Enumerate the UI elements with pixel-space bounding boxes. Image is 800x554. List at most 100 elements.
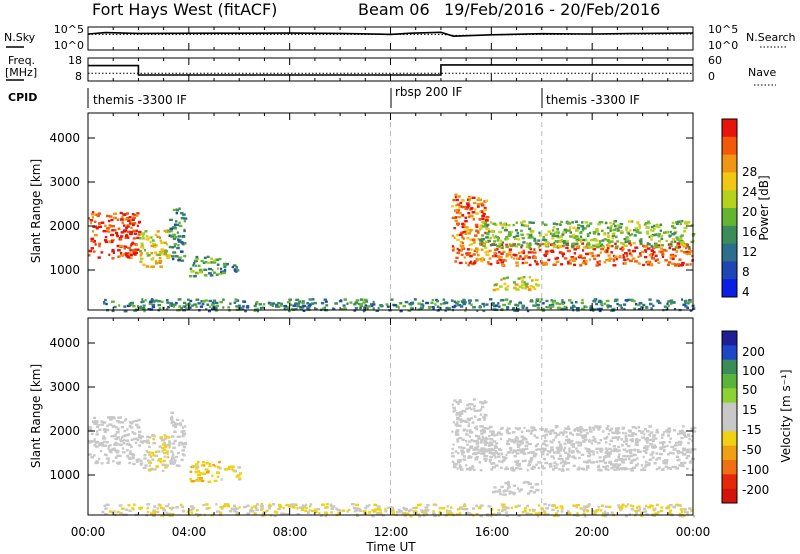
rti-cell	[139, 459, 143, 463]
rti-cell	[543, 439, 548, 443]
rti-cell	[256, 503, 260, 506]
rti-cell	[488, 434, 491, 438]
rti-cell	[465, 252, 469, 255]
xtick-08: 08:00	[273, 525, 308, 539]
rti-cell	[628, 242, 632, 245]
rti-cell	[183, 441, 187, 445]
rti-cell	[663, 449, 666, 453]
rti-cell	[644, 244, 649, 248]
rti-cell	[307, 305, 312, 308]
rti-cell	[533, 256, 537, 259]
rti-cell	[505, 245, 509, 249]
rti-cell	[451, 460, 455, 463]
rti-cell	[603, 233, 607, 236]
rti-cell	[409, 303, 412, 306]
rti-cell	[633, 234, 637, 237]
rti-cell	[589, 222, 593, 225]
rti-cell	[522, 220, 526, 223]
rti-cell	[516, 437, 519, 440]
rti-cell	[645, 460, 648, 464]
rti-cell	[638, 231, 642, 234]
rti-cell	[235, 305, 239, 308]
rti-cell	[475, 247, 479, 250]
rti-cell	[553, 431, 557, 435]
rti-cell	[459, 201, 463, 205]
rti-cell	[618, 254, 622, 258]
rti-cell	[306, 302, 310, 305]
rti-cell	[603, 250, 606, 253]
rti-cell	[608, 241, 611, 244]
rti-cell	[530, 232, 533, 236]
rti-cell	[585, 432, 589, 435]
rti-cell	[122, 442, 126, 445]
rti-cell	[283, 512, 287, 516]
rti-cell	[647, 220, 650, 223]
rti-cell	[641, 250, 645, 254]
rti-cell	[660, 453, 663, 456]
rti-cell	[339, 299, 343, 302]
rti-cell	[605, 221, 608, 225]
rti-cell	[125, 226, 128, 230]
rti-cell	[564, 451, 567, 455]
rti-cell	[639, 254, 642, 257]
velocity-colorbar-swatch	[722, 431, 737, 447]
rti-cell	[457, 303, 459, 306]
rti-cell	[344, 298, 347, 301]
rti-cell	[601, 245, 606, 249]
rti-cell	[174, 455, 178, 459]
rti-cell	[541, 222, 545, 225]
rti-cell	[642, 263, 645, 267]
rti-cell	[105, 227, 110, 230]
rti-cell	[269, 504, 272, 507]
rti-cell	[608, 244, 612, 248]
rti-cell	[480, 408, 483, 411]
rti-cell	[171, 304, 174, 307]
rti-cell	[277, 503, 282, 507]
rti-cell	[631, 233, 633, 236]
rti-cell	[587, 449, 591, 452]
rti-cell	[121, 436, 124, 439]
rti-cell	[116, 436, 120, 439]
rti-cell	[536, 304, 540, 307]
sky-right-tick-high: 10^5	[708, 23, 738, 36]
freq-left-unit: [MHz]	[5, 66, 37, 79]
rti-cell	[457, 195, 461, 198]
rti-cell	[90, 247, 94, 250]
rti-cell	[527, 256, 531, 259]
rti-cell	[479, 441, 483, 444]
rti-cell	[600, 243, 604, 246]
rti-cell	[510, 506, 513, 510]
rti-cell	[265, 509, 269, 513]
rti-cell	[168, 304, 173, 307]
rti-cell	[461, 225, 465, 229]
rti-cell	[207, 506, 211, 510]
rti-cell	[472, 238, 476, 241]
rti-cell	[651, 438, 655, 441]
rti-cell	[166, 436, 171, 439]
rti-cell	[670, 445, 675, 449]
rti-cell	[602, 512, 605, 515]
rti-cell	[476, 259, 479, 262]
rti-cell	[570, 443, 574, 446]
rti-cell	[681, 261, 685, 265]
rti-cell	[608, 429, 612, 432]
rti-cell	[209, 274, 214, 277]
rti-cell	[464, 420, 467, 423]
rti-cell	[671, 221, 675, 225]
rti-cell	[101, 510, 105, 514]
rti-cell	[123, 245, 126, 248]
rti-cell	[144, 464, 148, 467]
rti-cell	[456, 421, 459, 424]
rti-cell	[520, 246, 523, 249]
rti-cell	[365, 504, 368, 508]
rti-cell	[686, 448, 691, 451]
rti-cell	[607, 305, 612, 308]
xtick-04: 04:00	[172, 525, 207, 539]
rti-cell	[559, 431, 563, 434]
rti-cell	[544, 223, 548, 226]
rti-cell	[469, 214, 473, 218]
rti-cell	[145, 265, 149, 268]
rti-cell	[468, 229, 472, 232]
rti-cell	[390, 509, 395, 513]
rti-cell	[644, 250, 648, 253]
